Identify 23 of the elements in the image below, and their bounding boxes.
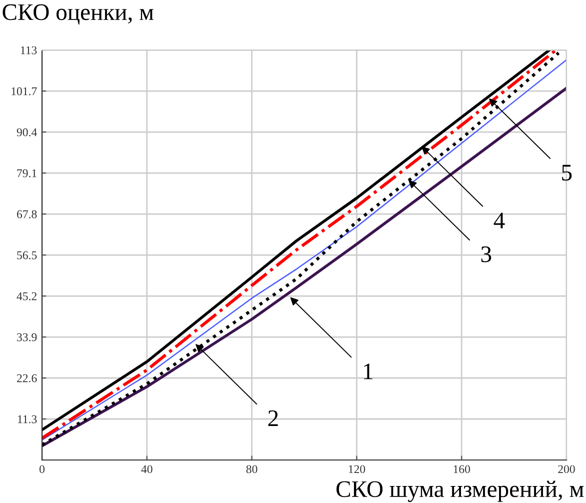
x-axis-title: СКО шума измерений, м (336, 480, 584, 502)
x-tick-label: 0 (40, 465, 45, 474)
annotation: 3 (481, 246, 492, 262)
y-tick-label: 79.1 (17, 169, 36, 178)
x-tick-label: 160 (454, 465, 470, 474)
y-tick-label: 33.9 (17, 333, 37, 342)
y-tick-label: 90.4 (16, 128, 37, 136)
annotation: 4 (494, 212, 505, 228)
y-axis-title: СКО оценки, м (2, 4, 154, 24)
x-tick-label: 120 (348, 465, 366, 474)
annotation: 1 (364, 364, 372, 380)
annotation: 5 (562, 164, 572, 181)
y-tick-label: 11.3 (18, 415, 37, 424)
y-tick-label: 113 (20, 46, 37, 54)
annotation: 2 (268, 410, 278, 426)
x-tick-label: 80 (246, 465, 258, 474)
x-tick-label: 200 (558, 465, 575, 474)
y-tick-label: 22.6 (17, 374, 37, 382)
y-tick-label: 67.8 (17, 210, 37, 218)
x-tick-label: 40 (141, 465, 152, 474)
y-tick-label: 45.2 (16, 292, 37, 300)
y-tick-label: 56.5 (17, 251, 37, 260)
y-tick-label: 101.7 (12, 87, 37, 96)
